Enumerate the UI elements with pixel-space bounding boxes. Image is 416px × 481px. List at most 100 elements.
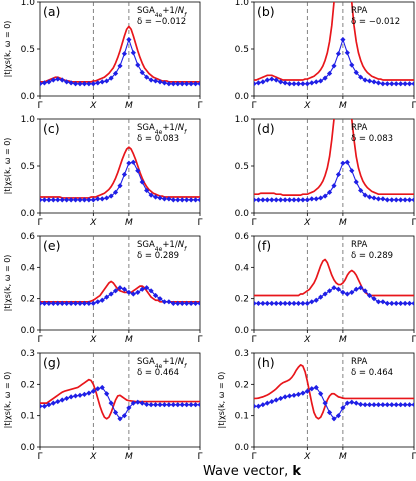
data-point bbox=[318, 391, 324, 397]
panel-label: (d) bbox=[257, 121, 275, 136]
data-point bbox=[273, 77, 279, 83]
data-point bbox=[86, 81, 92, 87]
data-point bbox=[269, 197, 275, 203]
x-tick-label: Γ bbox=[411, 335, 416, 345]
x-tick-label: Γ bbox=[197, 452, 202, 462]
data-point bbox=[291, 392, 297, 398]
x-tick-label: X bbox=[303, 452, 311, 462]
data-point bbox=[358, 401, 364, 407]
data-point bbox=[353, 286, 359, 292]
data-point bbox=[72, 81, 79, 87]
method-label: SGA4e+1/Nf bbox=[137, 357, 187, 370]
series-group bbox=[254, 364, 414, 422]
data-point bbox=[335, 51, 342, 57]
data-point bbox=[55, 76, 61, 82]
x-tick-label: Γ bbox=[251, 218, 256, 228]
data-point bbox=[304, 81, 310, 87]
data-point bbox=[148, 402, 154, 408]
data-point bbox=[170, 197, 176, 203]
y-tick-label: 0.3 bbox=[21, 349, 35, 359]
delta-label: δ = −0.012 bbox=[137, 17, 186, 27]
y-tick-label: 1.0 bbox=[21, 115, 36, 125]
data-point bbox=[121, 413, 128, 419]
data-point bbox=[313, 196, 319, 202]
data-point bbox=[402, 402, 408, 408]
data-point bbox=[300, 81, 306, 87]
delta-label: δ = 0.083 bbox=[351, 134, 393, 144]
series-group bbox=[254, 119, 414, 203]
data-point bbox=[40, 81, 43, 87]
data-point bbox=[197, 81, 200, 87]
data-point bbox=[309, 80, 315, 86]
data-point bbox=[68, 197, 74, 203]
data-point bbox=[166, 81, 172, 87]
data-point bbox=[371, 195, 377, 201]
series-line-red bbox=[254, 258, 414, 297]
data-point bbox=[135, 399, 141, 405]
y-tick-label: 1.0 bbox=[21, 0, 36, 8]
data-point bbox=[286, 81, 293, 87]
data-point bbox=[130, 291, 136, 297]
data-point bbox=[344, 400, 350, 406]
data-point bbox=[309, 196, 315, 202]
data-point bbox=[139, 179, 145, 185]
series-group bbox=[40, 146, 200, 203]
data-point bbox=[358, 285, 364, 291]
data-point bbox=[322, 400, 328, 406]
x-tick-label: Γ bbox=[411, 452, 416, 462]
data-point bbox=[192, 197, 199, 203]
data-point bbox=[161, 196, 168, 202]
data-point bbox=[393, 81, 399, 87]
data-point bbox=[64, 79, 70, 85]
data-point bbox=[349, 62, 355, 68]
data-point bbox=[152, 194, 159, 200]
data-point bbox=[331, 285, 337, 291]
data-point bbox=[130, 400, 136, 406]
data-point bbox=[255, 80, 262, 86]
data-point bbox=[77, 300, 83, 306]
x-tick-label: M bbox=[339, 218, 347, 228]
y-axis-title: |t|χs(k, ω = 0) bbox=[3, 21, 12, 78]
data-point bbox=[362, 288, 368, 294]
x-tick-label: Γ bbox=[37, 452, 42, 462]
x-tick-label: X bbox=[89, 218, 97, 228]
data-point bbox=[380, 81, 386, 87]
data-point bbox=[126, 160, 132, 166]
data-point bbox=[135, 168, 141, 174]
data-point bbox=[309, 386, 315, 392]
data-point bbox=[411, 197, 414, 203]
data-point bbox=[68, 394, 74, 400]
data-point bbox=[90, 197, 96, 203]
x-tick-label: Γ bbox=[37, 101, 42, 111]
data-point bbox=[371, 296, 377, 302]
data-point bbox=[157, 79, 163, 85]
data-point bbox=[384, 300, 390, 306]
data-point bbox=[50, 400, 56, 406]
panel-label: (e) bbox=[43, 238, 60, 253]
series-group bbox=[40, 25, 200, 87]
data-point bbox=[349, 168, 355, 174]
y-tick-label: 0.0 bbox=[235, 326, 250, 336]
data-point bbox=[59, 300, 65, 306]
data-point bbox=[188, 81, 194, 87]
panel-a: 0.0 0.5 1.0 Γ X M Γ (a) SGA4e+1/Nfδ = −0.012 |t|χ… bbox=[3, 0, 203, 111]
y-tick-label: 0.0 bbox=[21, 209, 36, 219]
data-point bbox=[86, 390, 92, 396]
x-tick-label: X bbox=[89, 335, 97, 345]
data-point bbox=[144, 74, 150, 80]
data-point bbox=[139, 400, 145, 406]
data-point bbox=[393, 402, 399, 408]
data-point bbox=[398, 300, 404, 306]
data-point bbox=[371, 79, 377, 85]
series-group bbox=[40, 280, 200, 306]
data-point bbox=[380, 299, 386, 305]
data-point bbox=[175, 402, 181, 408]
y-axis-title: |t|χs(k, ω = 0) bbox=[217, 372, 226, 429]
series-line-red bbox=[254, 119, 414, 196]
data-point bbox=[375, 299, 382, 305]
data-point bbox=[318, 294, 324, 300]
data-point bbox=[139, 69, 145, 76]
data-point bbox=[90, 81, 96, 87]
data-point bbox=[108, 400, 114, 406]
data-point bbox=[121, 286, 128, 292]
